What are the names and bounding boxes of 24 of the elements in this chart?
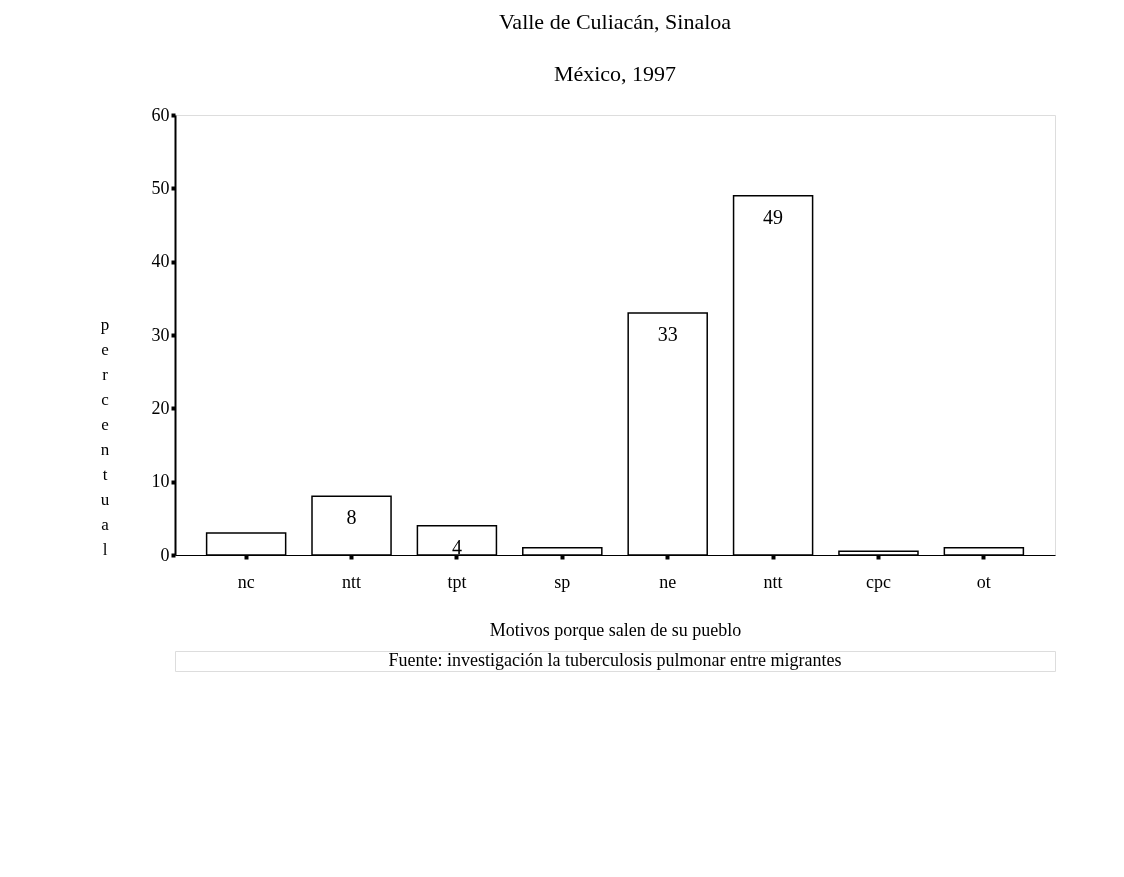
x-tick-label: sp: [554, 571, 571, 592]
chart-subtitle: México, 1997: [553, 61, 677, 86]
data-label: 33: [657, 323, 678, 345]
x-tick-label: nc: [237, 571, 255, 592]
y-tick-label: 20: [151, 397, 170, 418]
y-tick-label: 0: [160, 544, 170, 565]
y-tick-label: 50: [151, 177, 170, 198]
x-tick-label: ot: [976, 571, 991, 592]
x-tick-label: ntt: [342, 571, 362, 592]
text: percentual: [100, 315, 110, 559]
y-tick-label: 30: [151, 324, 170, 345]
data-label: 4: [451, 535, 462, 558]
y-tick-label: 60: [151, 104, 170, 125]
x-tick-label: tpt: [447, 571, 467, 592]
source-note: Fuente: investigación la tuberculosis pulmonar entre migrantes: [388, 650, 842, 670]
x-axis-title: Motivos porque salen de su pueblo: [489, 619, 742, 640]
x-tick-label: cpc: [865, 571, 891, 592]
y-tick-label: 40: [151, 251, 170, 272]
data-label: 49: [763, 205, 784, 228]
x-tick-label: ntt: [763, 571, 783, 592]
data-label: 8: [346, 506, 357, 529]
y-tick-label: 10: [151, 471, 170, 492]
x-tick-label: ne: [659, 571, 677, 592]
chart-title: Valle de Culiacán, Sinaloa: [498, 9, 732, 34]
